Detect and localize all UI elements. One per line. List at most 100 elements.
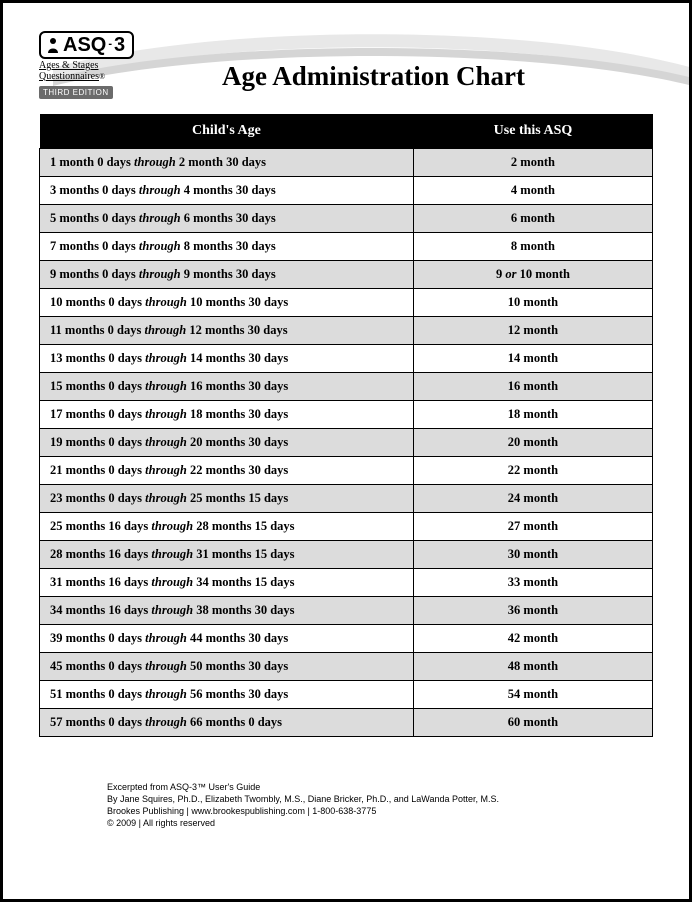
header-use-asq: Use this ASQ xyxy=(413,114,652,149)
asq-cell: 8 month xyxy=(413,233,652,261)
logo-brand: ASQ-3 xyxy=(39,31,134,59)
age-through: through xyxy=(145,295,187,309)
footer-line1: Excerpted from ASQ-3™ User's Guide xyxy=(107,781,653,793)
age-through: through xyxy=(145,715,187,729)
age-pre: 1 month 0 days xyxy=(50,155,134,169)
table-row: 17 months 0 days through 18 months 30 da… xyxy=(40,401,653,429)
footer-line3: Brookes Publishing | www.brookespublishi… xyxy=(107,805,653,817)
age-cell: 23 months 0 days through 25 months 15 da… xyxy=(40,485,414,513)
age-pre: 19 months 0 days xyxy=(50,435,145,449)
table-row: 5 months 0 days through 6 months 30 days… xyxy=(40,205,653,233)
age-cell: 3 months 0 days through 4 months 30 days xyxy=(40,177,414,205)
age-through: through xyxy=(134,155,176,169)
age-cell: 45 months 0 days through 50 months 30 da… xyxy=(40,653,414,681)
age-pre: 45 months 0 days xyxy=(50,659,145,673)
age-post: 22 months 30 days xyxy=(187,463,288,477)
age-through: through xyxy=(139,267,181,281)
footer-line2: By Jane Squires, Ph.D., Elizabeth Twombl… xyxy=(107,793,653,805)
logo-subtitle: Ages & Stages Questionnaires® xyxy=(39,61,134,82)
age-cell: 17 months 0 days through 18 months 30 da… xyxy=(40,401,414,429)
age-through: through xyxy=(144,323,186,337)
age-pre: 3 months 0 days xyxy=(50,183,139,197)
age-pre: 34 months 16 days xyxy=(50,603,151,617)
age-through: through xyxy=(151,575,193,589)
age-through: through xyxy=(151,603,193,617)
age-cell: 5 months 0 days through 6 months 30 days xyxy=(40,205,414,233)
age-cell: 9 months 0 days through 9 months 30 days xyxy=(40,261,414,289)
age-pre: 9 months 0 days xyxy=(50,267,139,281)
logo-sub-line2: Questionnaires xyxy=(39,71,99,82)
table-row: 21 months 0 days through 22 months 30 da… xyxy=(40,457,653,485)
age-post: 6 months 30 days xyxy=(181,211,276,225)
asq-cell: 33 month xyxy=(413,569,652,597)
age-through: through xyxy=(151,519,193,533)
age-through: through xyxy=(145,407,187,421)
asq-cell: 24 month xyxy=(413,485,652,513)
asq-cell: 18 month xyxy=(413,401,652,429)
age-post: 34 months 15 days xyxy=(193,575,294,589)
table-row: 10 months 0 days through 10 months 30 da… xyxy=(40,289,653,317)
logo-edition: THIRD EDITION xyxy=(39,86,113,99)
age-post: 20 months 30 days xyxy=(187,435,288,449)
age-post: 38 months 30 days xyxy=(193,603,294,617)
page: ASQ-3 Ages & Stages Questionnaires® THIR… xyxy=(3,3,689,850)
footer-line4: © 2009 | All rights reserved xyxy=(107,817,653,829)
age-post: 50 months 30 days xyxy=(187,659,288,673)
table-header-row: Child's Age Use this ASQ xyxy=(40,114,653,149)
table-row: 28 months 16 days through 31 months 15 d… xyxy=(40,541,653,569)
table-row: 23 months 0 days through 25 months 15 da… xyxy=(40,485,653,513)
age-pre: 21 months 0 days xyxy=(50,463,145,477)
age-post: 14 months 30 days xyxy=(187,351,288,365)
asq-cell: 54 month xyxy=(413,681,652,709)
header-childs-age: Child's Age xyxy=(40,114,414,149)
asq-cell: 42 month xyxy=(413,625,652,653)
age-post: 28 months 15 days xyxy=(193,519,294,533)
age-post: 9 months 30 days xyxy=(181,267,276,281)
age-post: 25 months 15 days xyxy=(187,491,288,505)
table-row: 31 months 16 days through 34 months 15 d… xyxy=(40,569,653,597)
age-through: through xyxy=(145,351,187,365)
age-pre: 57 months 0 days xyxy=(50,715,145,729)
age-cell: 11 months 0 days through 12 months 30 da… xyxy=(40,317,414,345)
asq-cell: 14 month xyxy=(413,345,652,373)
age-post: 16 months 30 days xyxy=(187,379,288,393)
table-row: 11 months 0 days through 12 months 30 da… xyxy=(40,317,653,345)
asq-cell: 6 month xyxy=(413,205,652,233)
age-through: through xyxy=(145,687,187,701)
table-row: 57 months 0 days through 66 months 0 day… xyxy=(40,709,653,737)
age-cell: 34 months 16 days through 38 months 30 d… xyxy=(40,597,414,625)
logo-suffix: 3 xyxy=(114,35,125,55)
logo-sub-line1: Ages & Stages xyxy=(39,60,98,71)
age-through: through xyxy=(145,435,187,449)
table-row: 7 months 0 days through 8 months 30 days… xyxy=(40,233,653,261)
asq-cell: 60 month xyxy=(413,709,652,737)
age-through: through xyxy=(145,463,187,477)
age-pre: 7 months 0 days xyxy=(50,239,139,253)
age-post: 8 months 30 days xyxy=(181,239,276,253)
age-post: 56 months 30 days xyxy=(187,687,288,701)
asq-cell: 2 month xyxy=(413,149,652,177)
logo-prefix: ASQ xyxy=(63,35,106,55)
age-cell: 13 months 0 days through 14 months 30 da… xyxy=(40,345,414,373)
age-through: through xyxy=(145,659,187,673)
asq-cell: 22 month xyxy=(413,457,652,485)
age-cell: 25 months 16 days through 28 months 15 d… xyxy=(40,513,414,541)
page-title: Age Administration Chart xyxy=(134,61,653,92)
age-through: through xyxy=(145,631,187,645)
age-post: 12 months 30 days xyxy=(186,323,287,337)
age-cell: 31 months 16 days through 34 months 15 d… xyxy=(40,569,414,597)
table-row: 1 month 0 days through 2 month 30 days2 … xyxy=(40,149,653,177)
asq-cell: 48 month xyxy=(413,653,652,681)
age-post: 31 months 15 days xyxy=(193,547,294,561)
age-post: 44 months 30 days xyxy=(187,631,288,645)
age-cell: 19 months 0 days through 20 months 30 da… xyxy=(40,429,414,457)
age-pre: 23 months 0 days xyxy=(50,491,145,505)
age-through: through xyxy=(145,491,187,505)
age-through: through xyxy=(145,379,187,393)
age-cell: 39 months 0 days through 44 months 30 da… xyxy=(40,625,414,653)
asq-cell: 30 month xyxy=(413,541,652,569)
age-pre: 5 months 0 days xyxy=(50,211,139,225)
age-cell: 15 months 0 days through 16 months 30 da… xyxy=(40,373,414,401)
age-through: through xyxy=(151,547,193,561)
age-cell: 10 months 0 days through 10 months 30 da… xyxy=(40,289,414,317)
